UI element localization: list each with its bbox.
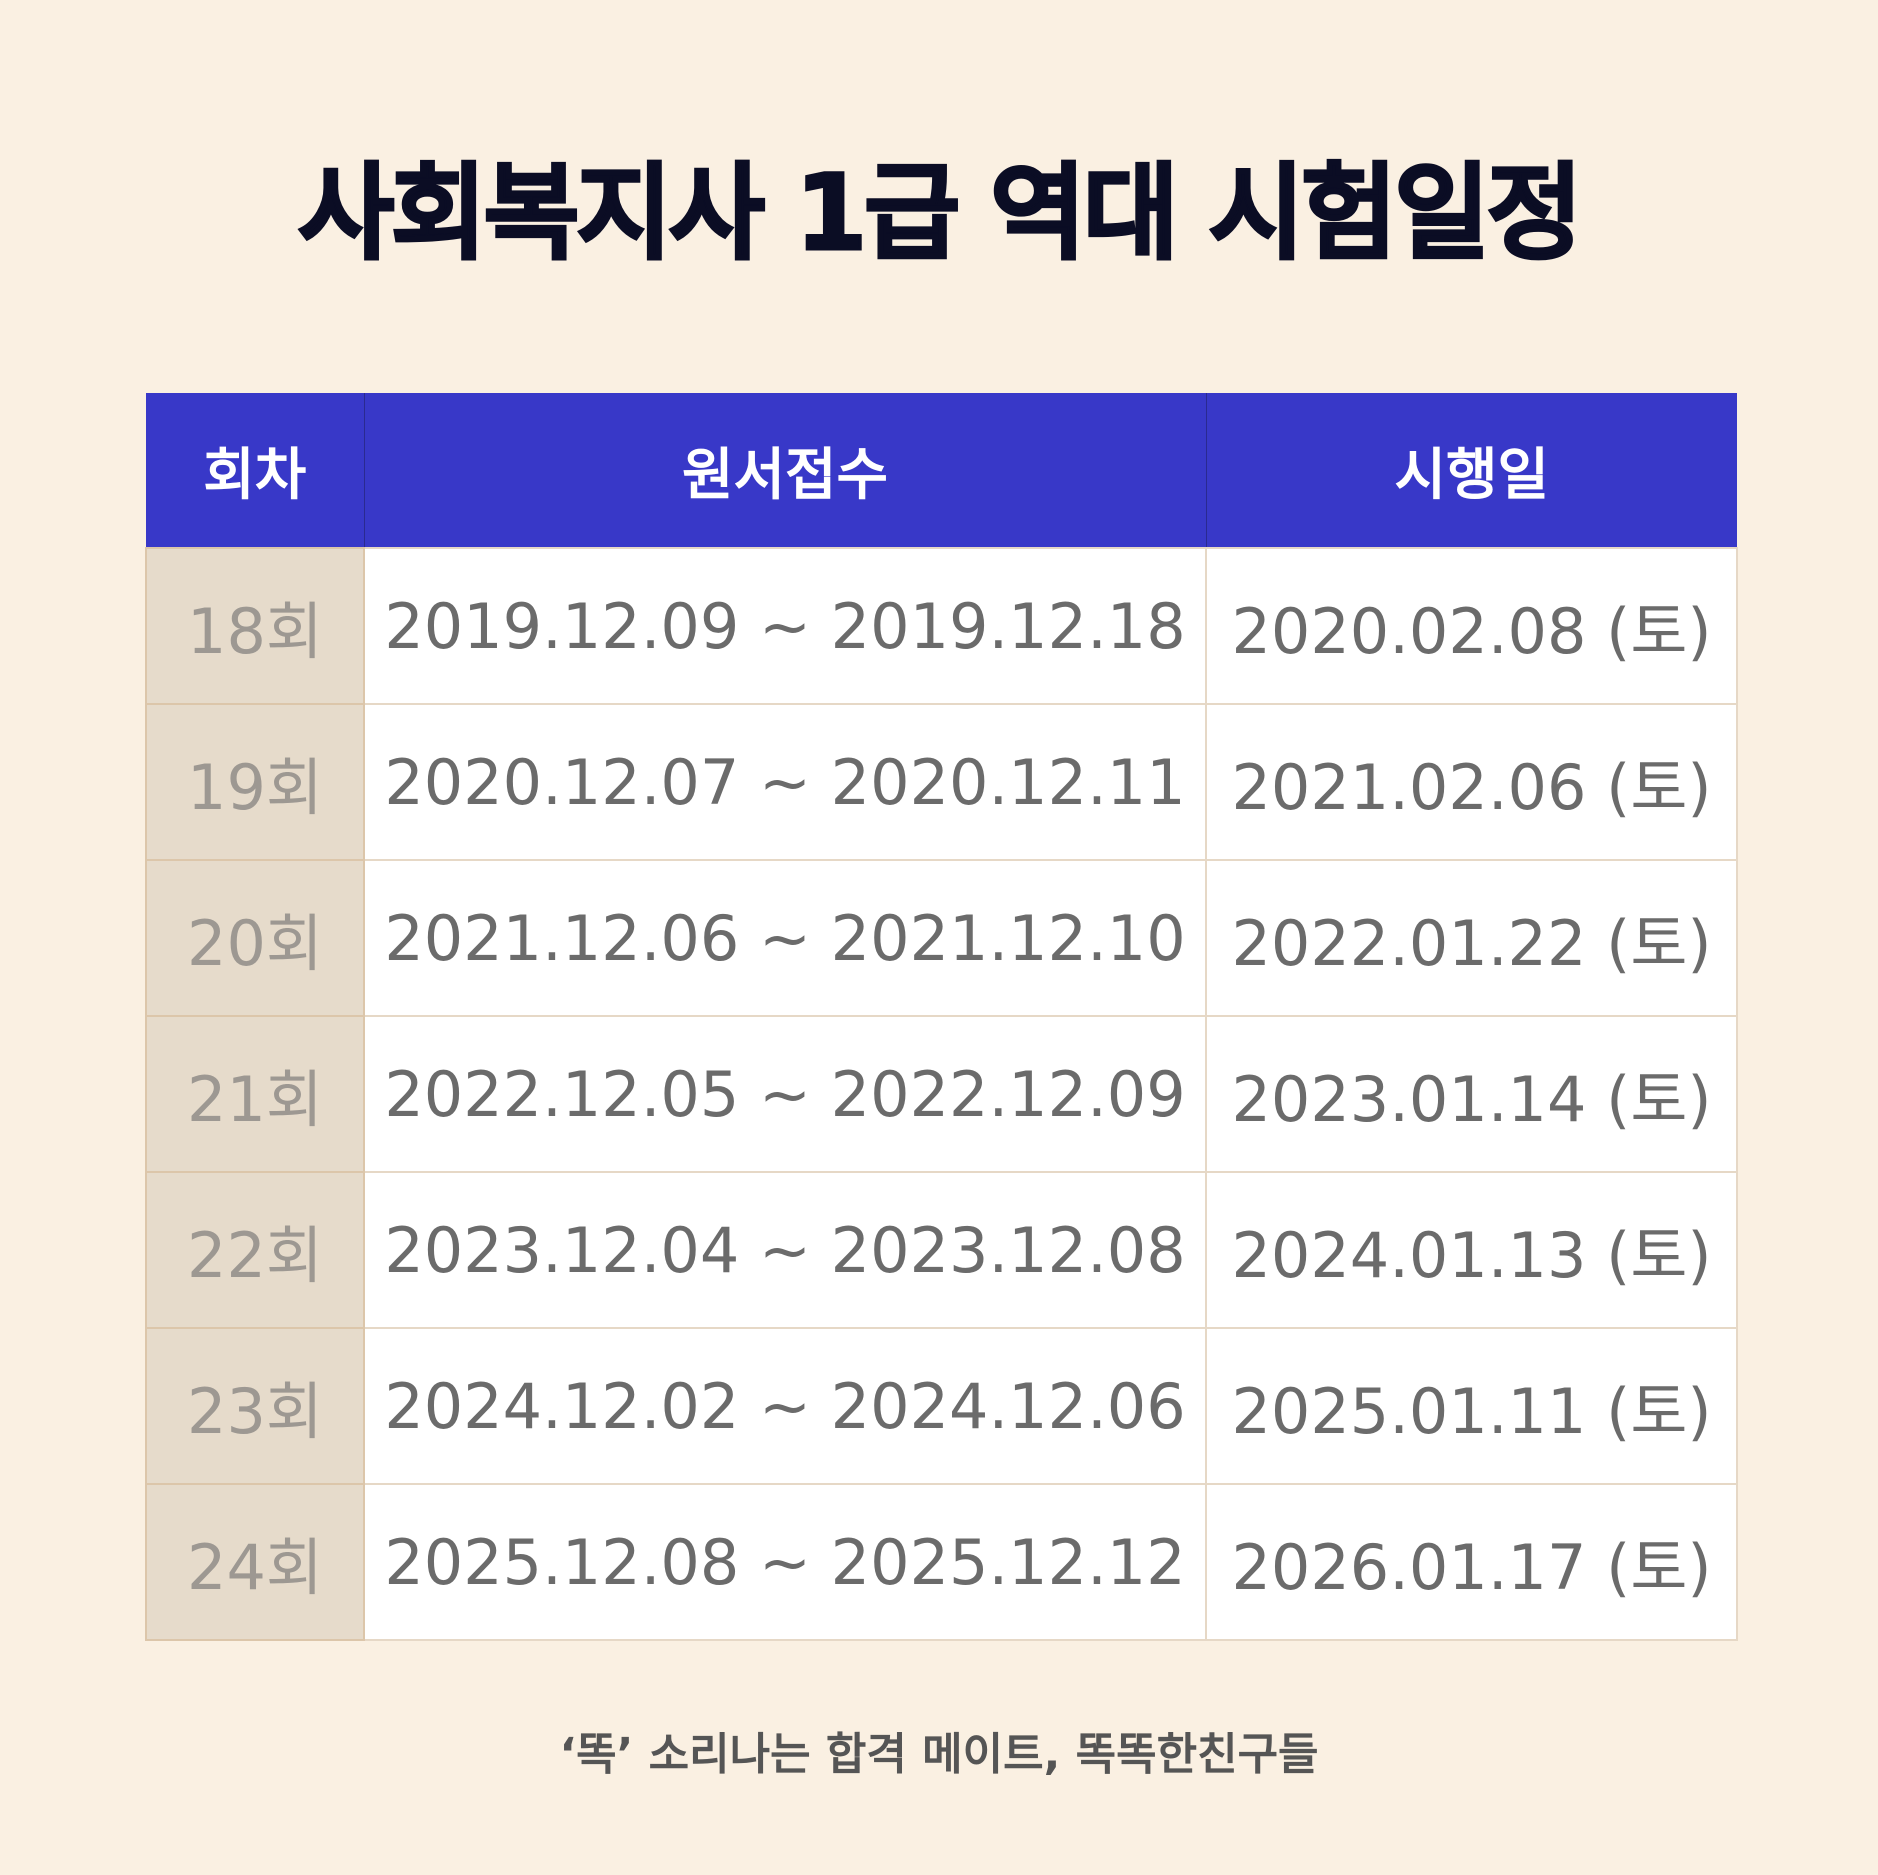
exam-schedule-table: 회차 원서접수 시행일 18회 2019.12.09 ~ 2019.12.18 20… <box>145 393 1738 1641</box>
exam-date-cell: 2026.01.17 (토) <box>1205 1483 1738 1641</box>
exam-date-cell: 2025.01.11 (토) <box>1205 1327 1738 1485</box>
application-period-cell: 2020.12.07 ~ 2020.12.11 <box>363 703 1207 861</box>
exam-date-cell: 2022.01.22 (토) <box>1205 859 1738 1017</box>
application-period-cell: 2023.12.04 ~ 2023.12.08 <box>363 1171 1207 1329</box>
round-cell: 20회 <box>145 859 365 1017</box>
application-period-cell: 2025.12.08 ~ 2025.12.12 <box>363 1483 1207 1641</box>
exam-date-cell: 2021.02.06 (토) <box>1205 703 1738 861</box>
exam-date-cell: 2024.01.13 (토) <box>1205 1171 1738 1329</box>
header-application: 원서접수 <box>364 393 1207 548</box>
application-period-cell: 2022.12.05 ~ 2022.12.09 <box>363 1015 1207 1173</box>
round-cell: 18회 <box>145 547 365 705</box>
table-row: 21회 2022.12.05 ~ 2022.12.09 2023.01.14 (토) <box>145 1015 1738 1173</box>
table-row: 20회 2021.12.06 ~ 2021.12.10 2022.01.22 (토) <box>145 859 1738 1017</box>
table-row: 19회 2020.12.07 ~ 2020.12.11 2021.02.06 (토) <box>145 703 1738 861</box>
table-row: 18회 2019.12.09 ~ 2019.12.18 2020.02.08 (토) <box>145 547 1738 705</box>
exam-date-cell: 2020.02.08 (토) <box>1205 547 1738 705</box>
page-title: 사회복지사 1급 역대 시험일정 <box>297 151 1584 276</box>
round-cell: 19회 <box>145 703 365 861</box>
round-cell: 21회 <box>145 1015 365 1173</box>
table-row: 23회 2024.12.02 ~ 2024.12.06 2025.01.11 (토) <box>145 1327 1738 1485</box>
application-period-cell: 2024.12.02 ~ 2024.12.06 <box>363 1327 1207 1485</box>
header-exam-date: 시행일 <box>1206 393 1737 548</box>
application-period-cell: 2021.12.06 ~ 2021.12.10 <box>363 859 1207 1017</box>
application-period-cell: 2019.12.09 ~ 2019.12.18 <box>363 547 1207 705</box>
round-cell: 24회 <box>145 1483 365 1641</box>
exam-date-cell: 2023.01.14 (토) <box>1205 1015 1738 1173</box>
footer-slogan: ‘똑’ 소리나는 합격 메이트, 똑똑한친구들 <box>559 1729 1319 1780</box>
round-cell: 22회 <box>145 1171 365 1329</box>
table-header-row: 회차 원서접수 시행일 <box>146 393 1737 548</box>
round-cell: 23회 <box>145 1327 365 1485</box>
header-round: 회차 <box>146 393 365 548</box>
table-row: 24회 2025.12.08 ~ 2025.12.12 2026.01.17 (토) <box>145 1483 1738 1641</box>
table-row: 22회 2023.12.04 ~ 2023.12.08 2024.01.13 (토) <box>145 1171 1738 1329</box>
